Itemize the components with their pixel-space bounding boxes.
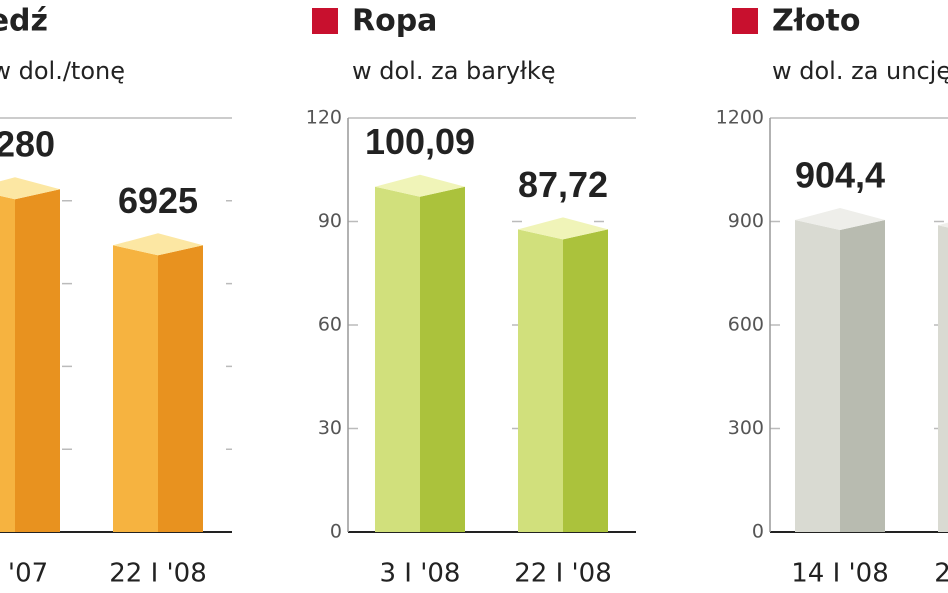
y-tick-label: 600 (728, 314, 764, 336)
bar-face-right (15, 189, 60, 532)
chart-subtitle: w dol. za baryłkę (352, 57, 556, 85)
legend-marker (312, 8, 338, 34)
bar-top (0, 177, 60, 200)
chart-subtitle: w dol. za uncję (772, 57, 948, 85)
value-label: 904,4 (795, 154, 885, 195)
bar-face-left (375, 186, 420, 532)
bar-top (938, 222, 948, 228)
y-tick-label: 60 (318, 314, 342, 336)
bar (0, 177, 60, 532)
bar-face-left (113, 245, 158, 532)
y-tick-label: 0 (752, 521, 764, 543)
bar (938, 222, 948, 532)
bar (113, 233, 203, 532)
bar-face-left (795, 219, 840, 532)
y-tick-label: 300 (728, 417, 764, 439)
x-tick-label: 22 I '08 (934, 559, 948, 589)
legend-marker (732, 8, 758, 34)
bar-top (795, 207, 885, 230)
bar-face-right (840, 219, 885, 532)
x-tick-label: 3 I '08 (380, 559, 461, 589)
x-tick-label: X '07 (0, 559, 48, 589)
bar-face-right (563, 229, 608, 532)
bar (795, 207, 885, 532)
chart-title: Ropa (352, 4, 437, 39)
bar (375, 174, 465, 532)
y-tick-label: 120 (306, 107, 342, 129)
chart-subtitle: w dol./tonę (0, 57, 125, 85)
value-label: 6925 (118, 180, 198, 221)
y-tick-label: 90 (318, 210, 342, 232)
bar-face-left (0, 195, 15, 532)
x-tick-label: 14 I '08 (791, 559, 889, 589)
y-tick-label: 30 (318, 417, 342, 439)
chart-title: Miedź (0, 4, 48, 39)
chart-title: Złoto (772, 4, 860, 39)
y-tick-label: 900 (728, 210, 764, 232)
value-label: 87,72 (518, 164, 608, 205)
bar (518, 217, 608, 532)
bar-face-right (420, 186, 465, 532)
x-tick-label: 22 I '08 (109, 559, 207, 589)
y-tick-label: 1200 (716, 107, 764, 129)
value-label: 100,09 (365, 121, 475, 162)
value-label: 8280 (0, 124, 55, 165)
bar-face-left (938, 225, 948, 532)
bar-top (518, 217, 608, 240)
bar-face-right (158, 245, 203, 532)
x-tick-label: 22 I '08 (514, 559, 612, 589)
y-tick-label: 0 (330, 521, 342, 543)
bar-top (375, 174, 465, 197)
bar-top (113, 233, 203, 256)
bar-face-left (518, 229, 563, 532)
